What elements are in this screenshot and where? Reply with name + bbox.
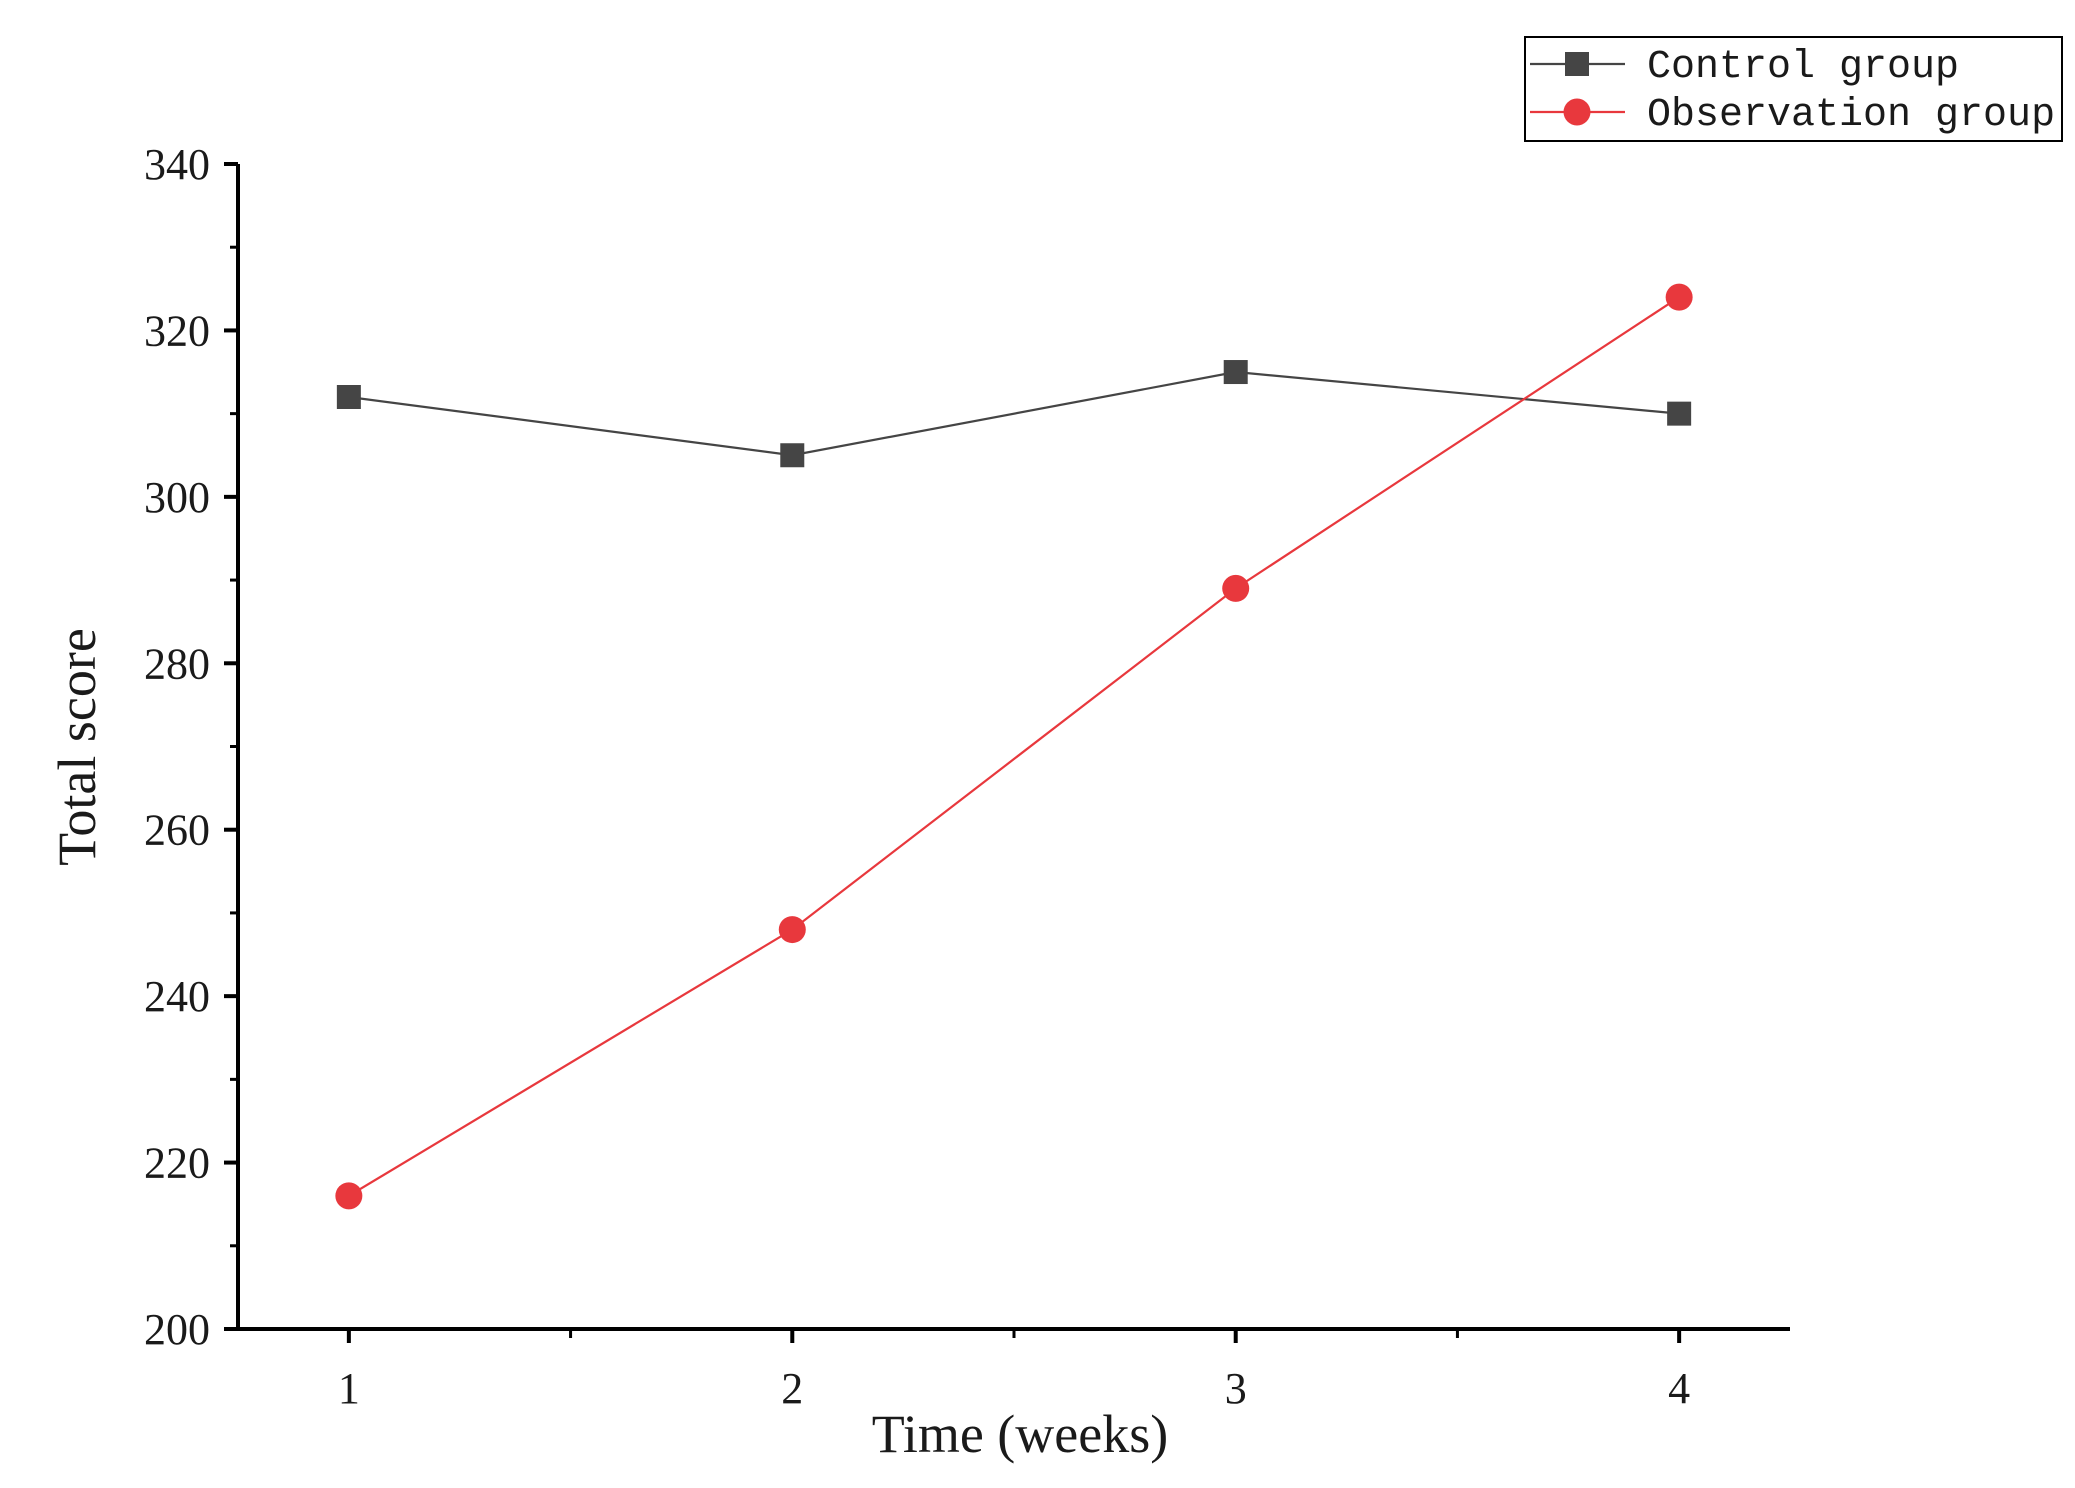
- series-line: [348, 296, 1680, 1197]
- legend-label: Control group: [1647, 45, 1959, 90]
- x-axis-title: Time (weeks): [872, 1404, 1168, 1464]
- x-tick-label: 2: [781, 1364, 803, 1413]
- y-tick-label: 280: [144, 639, 210, 688]
- data-point: [1223, 360, 1248, 385]
- legend-box: [1524, 36, 2063, 142]
- data-point: [780, 443, 805, 468]
- legend-item: Observation group: [1530, 93, 2055, 138]
- axes: 200 220 240 260 280 300 320 340 1 2 3 4: [144, 140, 1790, 1413]
- y-tick-label: 220: [144, 1139, 210, 1188]
- y-tick-label: 300: [144, 473, 210, 522]
- legend-marker: [1565, 52, 1589, 76]
- legend-label: Observation group: [1647, 93, 2055, 138]
- y-tick-label: 340: [144, 140, 210, 189]
- data-point: [1222, 574, 1250, 602]
- series-observation-group: [335, 283, 1693, 1210]
- y-axis-title: Total score: [47, 628, 107, 866]
- plot-area: [335, 283, 1693, 1210]
- y-tick-label: 200: [144, 1305, 210, 1354]
- series-control-group: [336, 360, 1692, 468]
- data-point: [1665, 283, 1693, 311]
- legend-marker: [1563, 98, 1591, 126]
- x-tick-label: 3: [1225, 1364, 1247, 1413]
- y-tick-label: 260: [144, 806, 210, 855]
- x-tick-label: 1: [338, 1364, 360, 1413]
- data-point: [335, 1182, 363, 1210]
- data-point: [1667, 401, 1692, 426]
- series-line: [348, 370, 1680, 457]
- y-tick-label: 240: [144, 972, 210, 1021]
- legend-item: Control group: [1530, 45, 1959, 90]
- data-point: [778, 916, 806, 944]
- x-tick-label: 4: [1668, 1364, 1690, 1413]
- data-point: [336, 385, 361, 409]
- y-tick-label: 320: [144, 306, 210, 355]
